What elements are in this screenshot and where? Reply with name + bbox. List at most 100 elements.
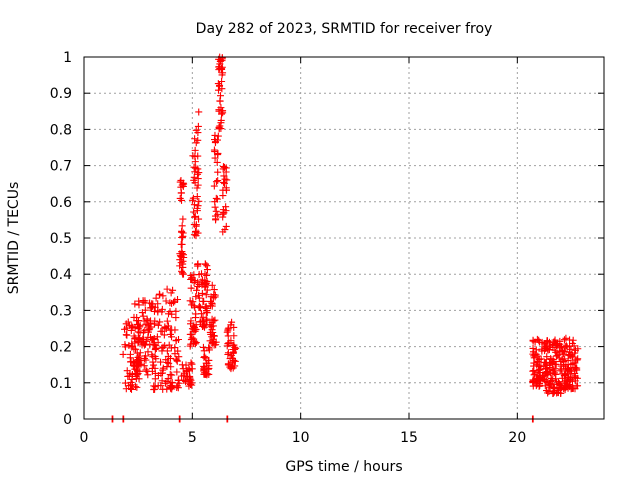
data-point bbox=[178, 249, 186, 257]
data-point bbox=[564, 365, 572, 373]
data-point bbox=[133, 383, 141, 391]
data-point bbox=[219, 165, 227, 173]
data-point bbox=[163, 347, 171, 355]
data-point bbox=[164, 375, 172, 383]
data-point bbox=[166, 330, 174, 338]
chart-title: Day 282 of 2023, SRMTID for receiver fro… bbox=[196, 21, 493, 37]
data-point bbox=[545, 388, 553, 396]
data-point bbox=[192, 314, 200, 322]
data-point bbox=[178, 222, 186, 230]
data-point bbox=[157, 358, 165, 366]
data-point bbox=[573, 382, 581, 390]
data-point bbox=[210, 182, 218, 190]
data-point bbox=[211, 316, 219, 324]
data-point bbox=[162, 297, 170, 305]
data-point bbox=[149, 302, 157, 310]
data-point bbox=[131, 324, 139, 332]
data-point bbox=[212, 194, 220, 202]
data-point bbox=[194, 175, 202, 183]
data-point bbox=[556, 337, 564, 345]
data-point bbox=[203, 271, 211, 279]
data-point bbox=[223, 328, 231, 336]
data-point bbox=[163, 363, 171, 371]
data-point bbox=[215, 125, 223, 133]
data-point bbox=[139, 335, 147, 343]
data-point bbox=[166, 299, 174, 307]
data-point bbox=[199, 276, 207, 284]
data-point bbox=[223, 186, 231, 194]
data-point bbox=[200, 347, 208, 355]
data-point bbox=[207, 330, 215, 338]
data-point bbox=[566, 336, 574, 344]
data-point bbox=[147, 323, 155, 331]
data-point bbox=[180, 180, 188, 188]
data-point bbox=[135, 356, 143, 364]
data-point bbox=[542, 360, 550, 368]
data-point bbox=[180, 253, 188, 261]
data-point bbox=[196, 318, 204, 326]
data-point bbox=[553, 352, 561, 360]
data-point bbox=[228, 318, 236, 326]
data-point bbox=[139, 312, 147, 320]
data-point bbox=[168, 385, 176, 393]
data-point bbox=[562, 334, 570, 342]
data-point bbox=[194, 278, 202, 286]
data-point bbox=[209, 335, 217, 343]
y-tick-label: 0 bbox=[63, 412, 72, 428]
data-point bbox=[212, 178, 220, 186]
data-point bbox=[149, 336, 157, 344]
data-point bbox=[561, 371, 569, 379]
data-point bbox=[194, 129, 202, 137]
data-point bbox=[561, 370, 569, 378]
data-point bbox=[191, 135, 199, 143]
data-point bbox=[198, 289, 206, 297]
data-point bbox=[159, 343, 167, 351]
data-point bbox=[174, 295, 182, 303]
data-point bbox=[188, 196, 196, 204]
data-point bbox=[191, 146, 199, 154]
data-point bbox=[550, 338, 558, 346]
data-point bbox=[187, 359, 195, 367]
data-point bbox=[210, 341, 218, 349]
data-point bbox=[203, 262, 211, 270]
data-point bbox=[217, 119, 225, 127]
data-point bbox=[151, 346, 159, 354]
data-point bbox=[555, 381, 563, 389]
data-point bbox=[125, 372, 133, 380]
data-point bbox=[567, 375, 575, 383]
data-point bbox=[220, 172, 228, 180]
data-point bbox=[219, 69, 227, 77]
data-point bbox=[162, 325, 170, 333]
data-point bbox=[127, 385, 135, 393]
data-point bbox=[212, 207, 220, 215]
data-point bbox=[157, 327, 165, 335]
data-point bbox=[121, 343, 129, 351]
data-point bbox=[174, 347, 182, 355]
data-point bbox=[175, 353, 183, 361]
data-point bbox=[160, 331, 168, 339]
data-point bbox=[141, 354, 149, 362]
data-point bbox=[136, 323, 144, 331]
y-tick-label: 0.8 bbox=[50, 122, 72, 138]
data-point bbox=[190, 176, 198, 184]
data-point bbox=[178, 234, 186, 242]
data-point bbox=[142, 320, 150, 328]
data-point bbox=[122, 331, 130, 339]
data-point bbox=[544, 345, 552, 353]
data-point bbox=[187, 301, 195, 309]
data-point bbox=[535, 355, 543, 363]
data-point bbox=[569, 360, 577, 368]
data-point bbox=[149, 358, 157, 366]
data-point bbox=[202, 308, 210, 316]
data-point bbox=[532, 350, 540, 358]
data-point bbox=[158, 377, 166, 385]
x-tick-labels: 0 5 10 15 20 bbox=[80, 430, 527, 446]
data-point bbox=[194, 122, 202, 130]
data-point bbox=[177, 176, 185, 184]
data-point bbox=[569, 353, 577, 361]
data-point bbox=[163, 377, 171, 385]
data-point bbox=[131, 361, 139, 369]
data-point bbox=[193, 286, 201, 294]
data-point bbox=[139, 298, 147, 306]
data-point bbox=[142, 356, 150, 364]
